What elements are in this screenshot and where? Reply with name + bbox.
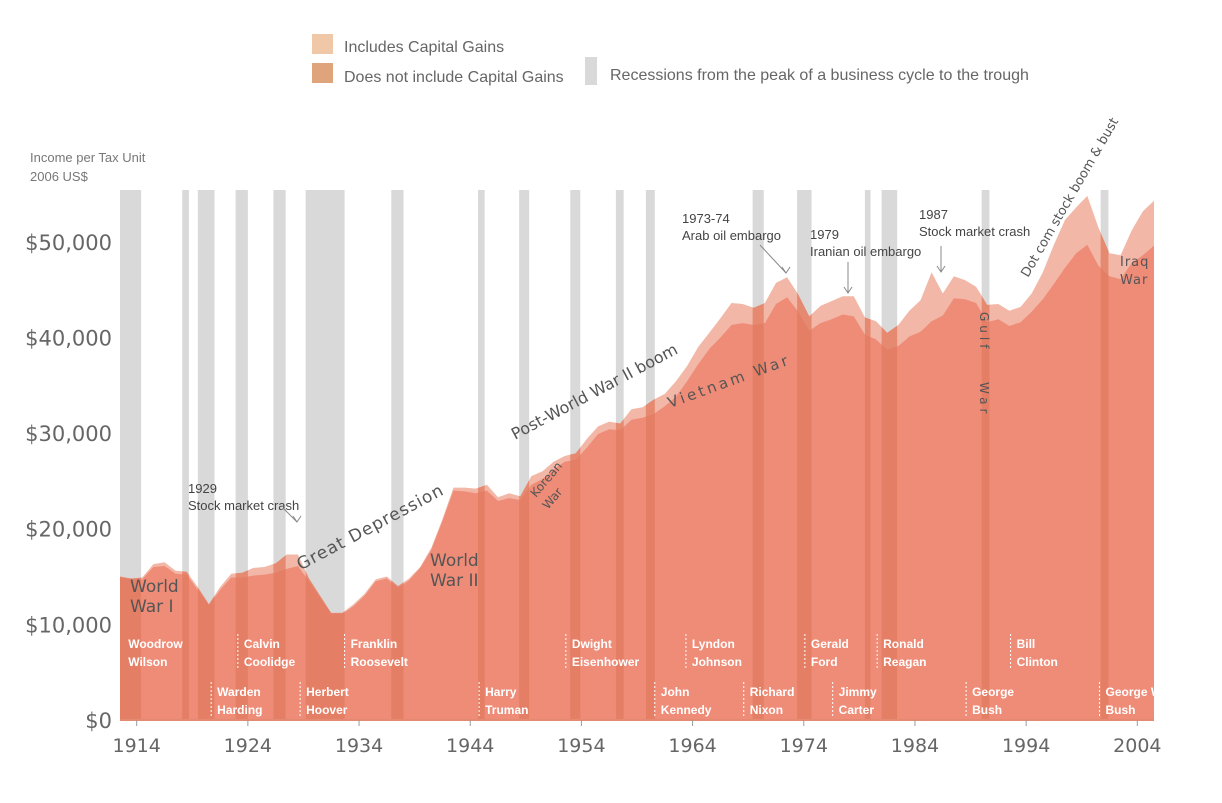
presidency-label: Truman bbox=[485, 703, 528, 717]
era-label-wwi: War I bbox=[130, 597, 174, 617]
recession-overlay bbox=[981, 195, 990, 720]
x-tick-label: 1914 bbox=[112, 735, 160, 757]
recession-band bbox=[478, 190, 485, 720]
presidency-label: Woodrow bbox=[128, 637, 183, 651]
x-tick-label: 1944 bbox=[446, 735, 494, 757]
event-annotation: Iranian oil embargo bbox=[810, 244, 921, 259]
presidency-label: George W. bbox=[1106, 685, 1165, 699]
y-axis-title-line2: 2006 US$ bbox=[30, 169, 89, 184]
recession-overlay bbox=[1100, 195, 1109, 720]
presidency-label: Richard bbox=[750, 685, 795, 699]
presidency-label: Kennedy bbox=[661, 703, 712, 717]
presidency-label: Bill bbox=[1017, 637, 1036, 651]
presidency-label: John bbox=[661, 685, 690, 699]
x-tick-label: 1924 bbox=[224, 735, 272, 757]
recession-band bbox=[197, 190, 215, 720]
annotation-arrowhead bbox=[843, 286, 853, 294]
annotation-arrowhead bbox=[936, 265, 946, 273]
recession-band bbox=[182, 190, 189, 720]
annotation-arrow bbox=[759, 244, 787, 274]
era-label-iraq-war: Iraq bbox=[1120, 255, 1149, 270]
presidency-label: Franklin bbox=[351, 637, 398, 651]
x-tick-label: 2004 bbox=[1113, 735, 1161, 757]
event-annotation: Stock market crash bbox=[188, 498, 299, 513]
plot-area bbox=[120, 190, 1154, 721]
presidency-label: Roosevelt bbox=[351, 655, 408, 669]
presidency-label: Johnson bbox=[692, 655, 742, 669]
presidency-label: Warden bbox=[217, 685, 261, 699]
event-annotation: 1979 bbox=[810, 227, 839, 242]
presidency-label: Nixon bbox=[750, 703, 783, 717]
legend-label-recessions: Recessions from the peak of a business c… bbox=[610, 67, 1029, 84]
event-annotation: Arab oil embargo bbox=[682, 228, 781, 243]
event-annotation: Stock market crash bbox=[919, 224, 1030, 239]
recession-overlay bbox=[797, 195, 812, 720]
recession-overlay bbox=[570, 195, 581, 720]
x-tick-label: 1964 bbox=[668, 735, 716, 757]
legend-swatch-includes bbox=[312, 34, 333, 54]
presidency-label: Gerald bbox=[811, 637, 849, 651]
presidency-label: Ronald bbox=[883, 637, 924, 651]
x-tick-label: 1934 bbox=[335, 735, 383, 757]
y-axis-title-line1: Income per Tax Unit bbox=[30, 150, 146, 165]
era-label-gulf-war: Gulf bbox=[977, 312, 991, 352]
presidency-label: Harry bbox=[485, 685, 517, 699]
legend-swatch-recessions bbox=[585, 57, 597, 85]
recession-overlay bbox=[864, 195, 871, 720]
y-tick-label: $50,000 bbox=[25, 231, 112, 255]
event-annotation: 1973-74 bbox=[682, 211, 730, 226]
annotation-arrow bbox=[282, 507, 298, 523]
presidency-label: Coolidge bbox=[244, 655, 296, 669]
x-axis: 1914 1924 1934 1944 1954 1964 1974 1984 1994 2004 bbox=[112, 720, 1162, 757]
x-tick-label: 1984 bbox=[891, 735, 939, 757]
presidency-label: Harding bbox=[217, 703, 262, 717]
recession-overlay bbox=[615, 195, 624, 720]
legend-swatch-excludes bbox=[312, 63, 333, 83]
era-label-iraq-war: War bbox=[1120, 273, 1148, 288]
y-tick-label: $40,000 bbox=[25, 326, 112, 350]
presidency-label: Jimmy bbox=[839, 685, 877, 699]
presidency-label: George bbox=[972, 685, 1014, 699]
presidency-label: Reagan bbox=[883, 655, 926, 669]
era-label-gulf-war: War bbox=[977, 382, 991, 417]
y-tick-label: $10,000 bbox=[25, 613, 112, 637]
y-tick-label: $0 bbox=[85, 709, 112, 733]
presidency-label: Clinton bbox=[1017, 655, 1058, 669]
y-tick-label: $20,000 bbox=[25, 518, 112, 542]
x-tick-label: 1954 bbox=[557, 735, 605, 757]
x-tick-label: 1974 bbox=[780, 735, 828, 757]
y-tick-label: $30,000 bbox=[25, 422, 112, 446]
era-label-wwii: World bbox=[430, 551, 479, 571]
presidency-label: Carter bbox=[839, 703, 875, 717]
presidency-label: Bush bbox=[972, 703, 1002, 717]
presidency-label: Ford bbox=[811, 655, 838, 669]
legend: Includes Capital Gains Does not include … bbox=[312, 34, 1029, 86]
presidency-label: Lyndon bbox=[692, 637, 735, 651]
era-label-wwii: War II bbox=[430, 571, 479, 591]
presidency-label: Wilson bbox=[128, 655, 167, 669]
era-label-wwi: World bbox=[130, 577, 179, 597]
recession-band bbox=[519, 190, 530, 720]
x-tick-label: 1994 bbox=[1002, 735, 1050, 757]
presidency-label: Calvin bbox=[244, 637, 280, 651]
recession-overlay bbox=[645, 195, 655, 720]
presidency-label: Hoover bbox=[306, 703, 348, 717]
annotation-arrowhead bbox=[781, 266, 791, 274]
annotation-arrowhead bbox=[292, 515, 302, 523]
presidency-label: Bush bbox=[1106, 703, 1136, 717]
presidency-label: Herbert bbox=[306, 685, 349, 699]
presidency-label: Eisenhower bbox=[572, 655, 640, 669]
y-axis: $0 $10,000 $20,000 $30,000 $40,000 $50,000 bbox=[25, 231, 112, 733]
legend-label-includes: Includes Capital Gains bbox=[344, 39, 504, 56]
presidency-label: Dwight bbox=[572, 637, 612, 651]
event-annotation: 1987 bbox=[919, 207, 948, 222]
event-annotation: 1929 bbox=[188, 481, 217, 496]
recession-overlay bbox=[752, 195, 764, 720]
legend-label-excludes: Does not include Capital Gains bbox=[344, 69, 564, 86]
